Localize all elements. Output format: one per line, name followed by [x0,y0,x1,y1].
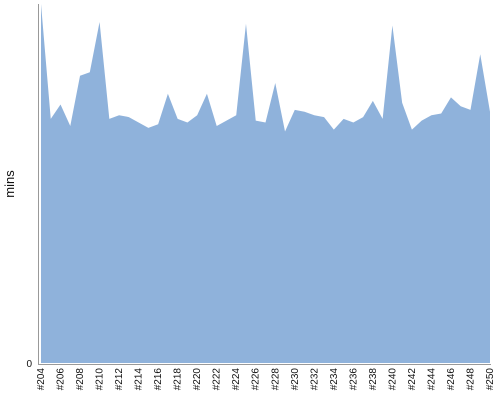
x-tick-label: #244 [426,368,437,391]
x-tick-label: #234 [329,368,340,391]
x-tick-label: #232 [309,368,320,391]
x-tick-label: #248 [465,368,476,391]
x-tick-label: #240 [387,368,398,391]
x-tick-label: #226 [251,368,262,391]
x-tick-label: #228 [270,368,281,391]
series-area [41,4,490,363]
x-tick-label: #206 [56,368,67,391]
x-tick-label: #218 [173,368,184,391]
x-tick-label: #246 [446,368,457,391]
x-tick-label: #212 [114,368,125,391]
x-tick-label: #220 [192,368,203,391]
x-tick-label: #236 [348,368,359,391]
x-tick-label: #242 [407,368,418,391]
y-axis-title: mins [2,170,17,198]
y-tick-label: 0 [26,359,32,370]
x-tick-label: #238 [368,368,379,391]
y-tick-labels: 0 [26,359,32,370]
x-tick-label: #210 [95,368,106,391]
x-tick-label: #214 [134,368,145,391]
x-tick-label: #208 [75,368,86,391]
x-tick-label: #204 [36,368,47,391]
x-tick-label: #216 [153,368,164,391]
x-tick-labels: #204 #206 #208 #210 #212 #214 #216 #218 #220 #222… [36,368,496,391]
x-tick-label: #222 [212,368,223,391]
x-tick-label: #230 [290,368,301,391]
x-tick-label: #224 [231,368,242,391]
x-tick-label: #250 [485,368,496,391]
